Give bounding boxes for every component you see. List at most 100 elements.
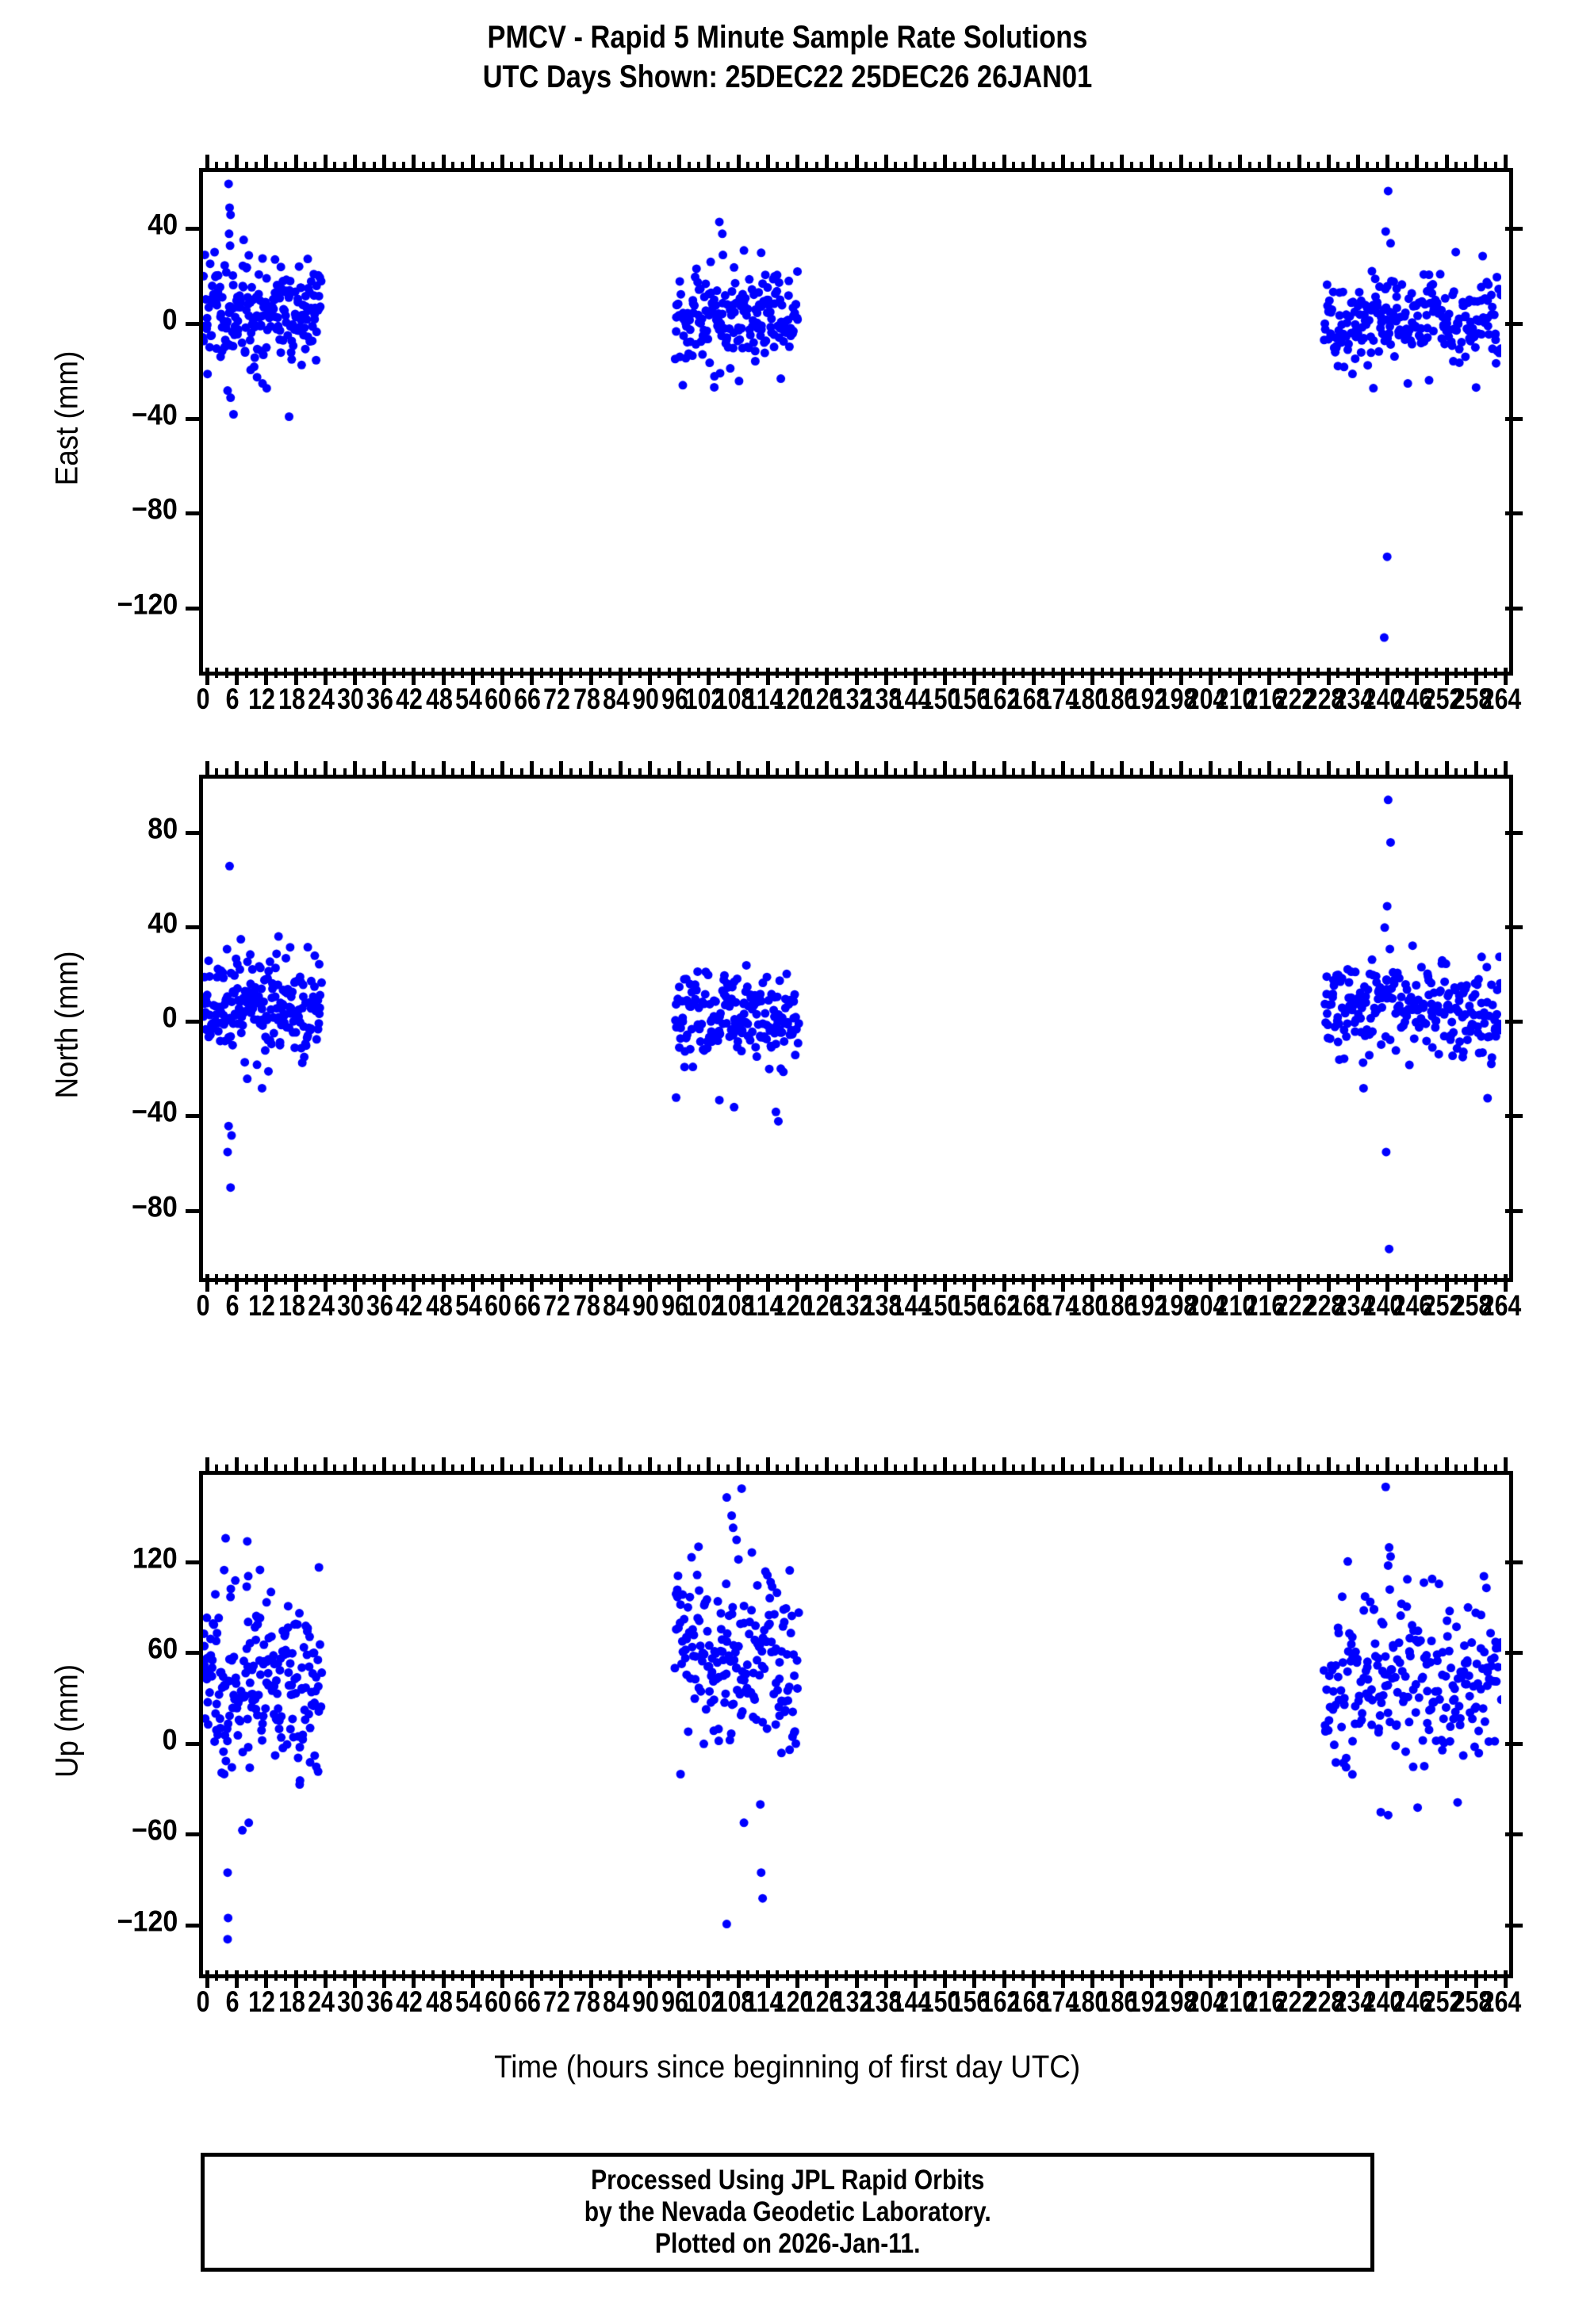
x-tick bbox=[952, 1970, 956, 1981]
x-tick bbox=[599, 1970, 603, 1981]
x-tick bbox=[1051, 668, 1055, 678]
x-tick bbox=[1375, 162, 1379, 172]
up-panel-x-tick-labels: 0 6 12 18 24 30 36 42 48 54 60 66 72 78 84 90 96 102 108 11… bbox=[197, 1985, 1522, 2023]
x-tick bbox=[923, 768, 927, 779]
x-tick bbox=[894, 162, 898, 172]
x-tick bbox=[1060, 1457, 1065, 1475]
x-tick bbox=[215, 768, 219, 779]
x-tick-label: 90 bbox=[632, 683, 659, 715]
x-tick bbox=[874, 668, 878, 678]
x-tick bbox=[1404, 1274, 1408, 1285]
x-tick bbox=[539, 1970, 543, 1981]
x-tick bbox=[343, 668, 347, 678]
x-tick-label: 156 bbox=[950, 1985, 991, 2018]
x-tick bbox=[431, 1464, 435, 1475]
x-tick bbox=[1218, 768, 1222, 779]
x-tick bbox=[913, 1970, 918, 1988]
x-tick bbox=[834, 668, 838, 678]
x-tick bbox=[697, 668, 701, 678]
y-tick bbox=[186, 416, 203, 421]
x-tick bbox=[412, 668, 416, 685]
x-tick bbox=[1051, 768, 1055, 779]
x-tick bbox=[1140, 1970, 1144, 1981]
x-tick-label: 66 bbox=[514, 1985, 542, 2018]
x-tick bbox=[284, 768, 288, 779]
x-tick bbox=[1198, 668, 1202, 678]
x-tick bbox=[765, 1274, 770, 1292]
x-tick bbox=[255, 162, 258, 172]
x-tick bbox=[697, 1274, 701, 1285]
x-tick-label: 120 bbox=[772, 1289, 814, 1322]
x-tick bbox=[618, 761, 623, 779]
x-tick bbox=[539, 162, 543, 172]
x-tick bbox=[244, 162, 248, 172]
x-tick bbox=[1316, 668, 1320, 678]
up-plot-panel bbox=[186, 1457, 1523, 1988]
x-tick-label: 120 bbox=[772, 1985, 814, 2018]
x-tick bbox=[785, 768, 789, 779]
x-tick bbox=[559, 1970, 564, 1988]
x-tick bbox=[1031, 155, 1036, 172]
x-tick bbox=[825, 1457, 830, 1475]
x-tick bbox=[883, 761, 888, 779]
x-tick bbox=[1051, 1970, 1055, 1981]
x-tick bbox=[982, 1464, 986, 1475]
x-tick-label: 222 bbox=[1274, 683, 1315, 715]
x-tick bbox=[255, 1970, 258, 1981]
x-tick bbox=[894, 1970, 898, 1981]
x-tick bbox=[1484, 1970, 1488, 1981]
x-tick bbox=[1473, 1274, 1478, 1292]
x-tick bbox=[1189, 1464, 1193, 1475]
x-tick-label: 168 bbox=[1009, 683, 1050, 715]
x-tick bbox=[1021, 162, 1025, 172]
x-tick bbox=[559, 155, 564, 172]
x-tick bbox=[1021, 768, 1025, 779]
x-tick bbox=[1464, 162, 1468, 172]
x-tick bbox=[215, 668, 219, 678]
x-tick bbox=[205, 668, 209, 685]
x-tick-label: 126 bbox=[802, 1289, 843, 1322]
x-tick bbox=[421, 768, 425, 779]
x-tick bbox=[1208, 1457, 1213, 1475]
x-tick bbox=[313, 768, 317, 779]
x-tick bbox=[1178, 1457, 1183, 1475]
x-tick bbox=[1198, 1274, 1202, 1285]
x-tick bbox=[569, 1464, 573, 1475]
x-tick bbox=[1208, 1970, 1213, 1988]
x-tick-label: 252 bbox=[1422, 683, 1462, 715]
x-tick bbox=[382, 668, 387, 685]
y-tick bbox=[1505, 830, 1523, 835]
x-tick bbox=[657, 1970, 661, 1981]
x-tick bbox=[943, 1970, 948, 1988]
y-tick bbox=[1505, 1832, 1523, 1837]
x-tick bbox=[707, 1274, 711, 1292]
y-tick bbox=[1505, 226, 1523, 231]
x-tick bbox=[343, 1970, 347, 1981]
x-tick bbox=[1493, 1274, 1497, 1285]
x-tick bbox=[638, 668, 642, 678]
x-tick bbox=[353, 761, 358, 779]
x-tick bbox=[500, 1274, 505, 1292]
x-tick-label: 6 bbox=[225, 683, 240, 715]
x-tick bbox=[628, 1464, 632, 1475]
x-tick-label: 126 bbox=[802, 683, 843, 715]
x-tick bbox=[1247, 1274, 1251, 1285]
x-tick bbox=[1189, 1274, 1193, 1285]
x-tick bbox=[638, 1970, 642, 1981]
y-tick-label-text: 0 bbox=[163, 303, 178, 336]
x-tick-label: 72 bbox=[543, 683, 571, 715]
x-tick bbox=[1504, 1970, 1508, 1988]
x-tick bbox=[648, 1274, 653, 1292]
x-tick bbox=[313, 1464, 317, 1475]
x-tick bbox=[1051, 162, 1055, 172]
x-tick bbox=[795, 1970, 800, 1988]
x-tick bbox=[362, 162, 366, 172]
x-tick-label: 108 bbox=[714, 683, 754, 715]
x-tick bbox=[1454, 768, 1458, 779]
x-tick-label: 222 bbox=[1274, 1985, 1315, 2018]
x-tick bbox=[736, 1457, 741, 1475]
x-tick-label: 210 bbox=[1215, 683, 1256, 715]
x-tick bbox=[1267, 761, 1272, 779]
x-tick bbox=[333, 1464, 337, 1475]
x-tick bbox=[1159, 162, 1163, 172]
